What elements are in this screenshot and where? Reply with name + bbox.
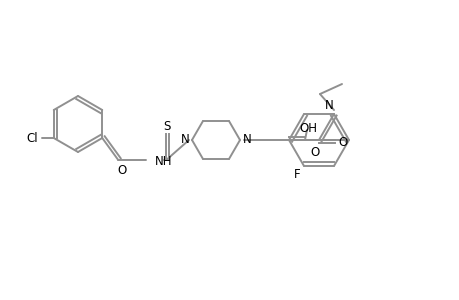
Text: O: O (118, 164, 127, 176)
Text: N: N (180, 133, 189, 146)
Text: O: O (310, 146, 319, 158)
Text: F: F (293, 169, 300, 182)
Text: Cl: Cl (26, 131, 38, 145)
Text: N: N (242, 133, 251, 146)
Text: N: N (324, 98, 333, 112)
Text: NH: NH (155, 154, 173, 167)
Text: OH: OH (298, 122, 316, 134)
Text: S: S (163, 119, 171, 133)
Text: O: O (338, 136, 347, 148)
